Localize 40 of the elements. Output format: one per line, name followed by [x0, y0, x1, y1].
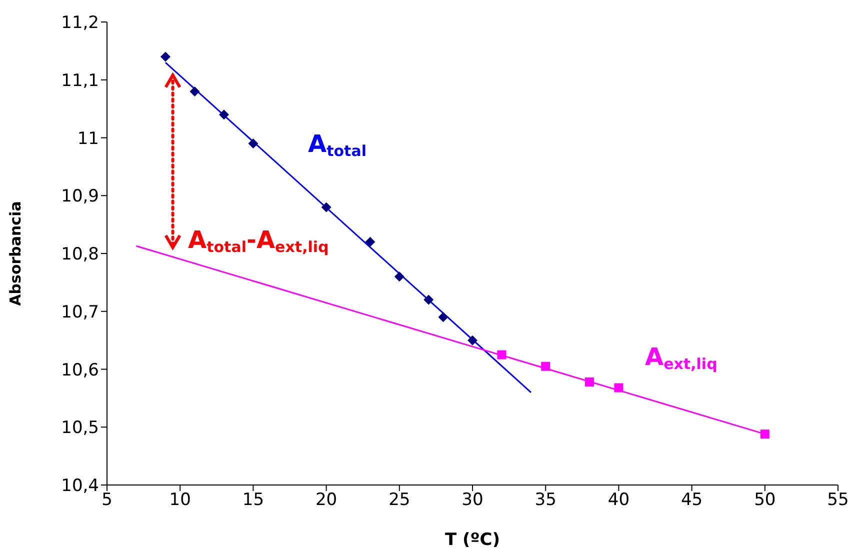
- annotation: A$_{ext,liq}$: [645, 343, 718, 373]
- point: [760, 430, 770, 439]
- x-tick-label: 5: [102, 490, 112, 510]
- x-tick-label: 10: [169, 490, 191, 510]
- point: [321, 202, 332, 212]
- annotation: A$_{total}$-A$_{ext,liq}$: [188, 226, 329, 256]
- y-tick-label: 10,5: [61, 418, 99, 438]
- x-tick-label: 45: [680, 490, 703, 510]
- x-tick-label: 50: [754, 490, 776, 510]
- x-tick-label: 30: [462, 490, 484, 510]
- point: [218, 110, 229, 120]
- point: [190, 86, 200, 96]
- point: [394, 272, 404, 282]
- x-tick-label: 55: [827, 490, 849, 510]
- y-axis-title: Absorbancia: [6, 201, 24, 306]
- x-tick-label: 15: [242, 490, 264, 510]
- point: [468, 335, 478, 346]
- x-tick-label: 35: [534, 490, 556, 510]
- y-tick-label: 10,8: [61, 244, 99, 265]
- x-tick-label: 20: [315, 490, 338, 510]
- point: [160, 52, 170, 62]
- y-tick-label: 10,4: [61, 476, 99, 496]
- point: [584, 377, 594, 386]
- point: [365, 236, 376, 247]
- point: [248, 138, 258, 149]
- y-tick-label: 11,2: [61, 13, 99, 34]
- x-tick-label: 40: [608, 490, 630, 510]
- point: [614, 383, 624, 392]
- y-tick-label: 10,7: [61, 302, 99, 322]
- x-tick-label: 25: [388, 490, 410, 510]
- point: [497, 350, 506, 360]
- y-tick-label: 10,6: [61, 360, 99, 380]
- point: [424, 294, 434, 305]
- y-tick-label: 11: [77, 128, 99, 149]
- y-tick-label: 11,1: [61, 70, 99, 91]
- point: [541, 362, 550, 371]
- y-tick-label: 10,9: [61, 186, 99, 207]
- annotation: A$_{total}$: [308, 130, 366, 160]
- x-axis-title: T (ºC): [444, 530, 500, 550]
- point: [438, 312, 448, 322]
